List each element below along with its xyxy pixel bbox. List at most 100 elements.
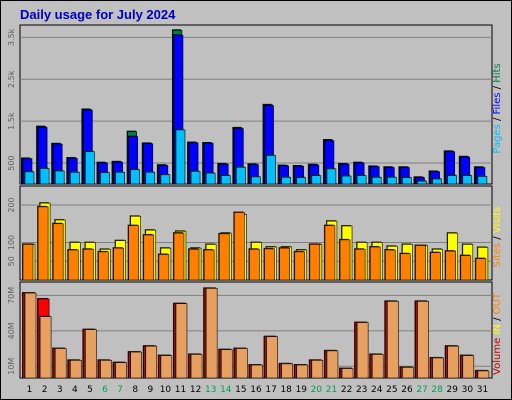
chart-title: Daily usage for July 2024 (20, 7, 176, 22)
bar-out (24, 292, 37, 379)
bar-sites (294, 251, 306, 281)
bar-pages (175, 129, 186, 185)
bar-out (100, 360, 112, 379)
bar-sites (475, 258, 487, 281)
bar-pages (130, 169, 140, 185)
bar-sites (385, 249, 396, 281)
bar-pages (462, 175, 473, 185)
x-tick-label: 23 (356, 385, 367, 395)
bar-out (160, 355, 173, 379)
bar-out (69, 360, 82, 379)
x-tick-label: 11 (175, 385, 186, 395)
y-axis-labels: 3.5k 2.5k 1.5k 500 Pages / Files / Hits 200 10… (7, 28, 503, 375)
x-tick-label: 17 (265, 385, 276, 395)
bar-pages (220, 175, 231, 185)
y-axis-title: Pages / Files / Hits (492, 63, 503, 153)
y-tick-label: 200 (7, 197, 16, 212)
bar-pages (417, 180, 427, 185)
x-tick-label: 26 (401, 385, 413, 395)
bar-pages (266, 155, 276, 185)
x-tick-label: 14 (220, 385, 232, 395)
y-axis-title-part: Hits (492, 63, 503, 82)
bar-pages (447, 175, 458, 185)
bar-pages (85, 151, 95, 185)
y-axis-title-part: IN (492, 324, 503, 334)
bar-pages (296, 177, 307, 185)
bar-sites (354, 248, 366, 281)
bar-out (220, 349, 233, 379)
x-tick-label: 21 (326, 385, 337, 395)
bar-out (326, 350, 339, 379)
bar-out (296, 364, 309, 379)
y-axis-title-part: / (492, 83, 503, 93)
bar-sites (249, 248, 260, 281)
x-tick-label: 15 (235, 385, 246, 395)
bar-pages (69, 171, 80, 185)
bar-sites (98, 251, 109, 281)
y-axis-title-part: / (492, 314, 503, 324)
bar-sites (128, 225, 139, 281)
bar-out (54, 348, 67, 379)
y-tick-label: 3.5k (7, 28, 16, 46)
bar-out (432, 357, 444, 379)
bar-sites (173, 232, 185, 281)
y-tick-label: 40M (7, 322, 16, 339)
x-tick-label: 2 (42, 385, 48, 395)
x-tick-label: 18 (280, 385, 292, 395)
bar-out (462, 355, 475, 379)
bar-pages (190, 171, 201, 185)
y-axis-title-part: Visits (492, 207, 503, 234)
x-tick-label: 10 (160, 385, 172, 395)
bar-sites (218, 233, 230, 281)
x-tick-label: 24 (371, 385, 383, 395)
bar-sites (430, 252, 441, 281)
y-tick-label: 70M (7, 287, 16, 304)
bar-sites (113, 247, 124, 281)
x-tick-label: 27 (416, 385, 427, 395)
bar-pages (281, 176, 291, 185)
bar-out (251, 364, 263, 379)
bar-pages (236, 166, 246, 185)
y-tick-label: 1.5k (7, 112, 16, 130)
bar-sites (324, 225, 336, 281)
bar-sites (37, 206, 49, 281)
bar-out (402, 367, 414, 379)
bar-pages (387, 176, 397, 185)
x-tick-label: 28 (431, 385, 443, 395)
bar-out (205, 288, 218, 379)
x-tick-label: 30 (462, 385, 474, 395)
bar-sites (22, 244, 34, 281)
y-axis-title-part: Files (492, 93, 503, 115)
bar-out (447, 345, 460, 379)
bar-pages (432, 178, 442, 185)
bar-pages (24, 171, 35, 185)
bar-sites (279, 247, 290, 281)
x-tick-label: 20 (311, 385, 323, 395)
bar-sites (415, 245, 426, 281)
bar-out (311, 360, 324, 379)
bar-pages (145, 171, 156, 185)
y-tick-label: 500 (7, 155, 16, 170)
bar-out (281, 363, 293, 379)
bar-out (371, 354, 384, 379)
y-tick-label: 50 (7, 256, 16, 266)
bar-pages (100, 172, 110, 185)
bar-out (266, 336, 278, 379)
x-tick-label: 6 (102, 385, 108, 395)
y-tick-label: 10M (7, 358, 16, 375)
bar-pages (341, 175, 352, 185)
x-tick-label: 7 (117, 385, 123, 395)
bar-pages (160, 174, 171, 185)
bar-out (175, 303, 188, 379)
bar-sites (52, 223, 64, 281)
y-tick-label: 2.5k (7, 70, 16, 88)
y-axis-title-part: Volume (492, 338, 503, 375)
bar-sites (400, 253, 411, 281)
bar-sites (143, 234, 155, 281)
bar-sites (264, 248, 275, 281)
bar-out (145, 345, 158, 379)
x-tick-label: 25 (386, 385, 397, 395)
x-tick-label: 19 (296, 385, 308, 395)
y-axis-title: Volume IN / OUT (492, 292, 503, 375)
